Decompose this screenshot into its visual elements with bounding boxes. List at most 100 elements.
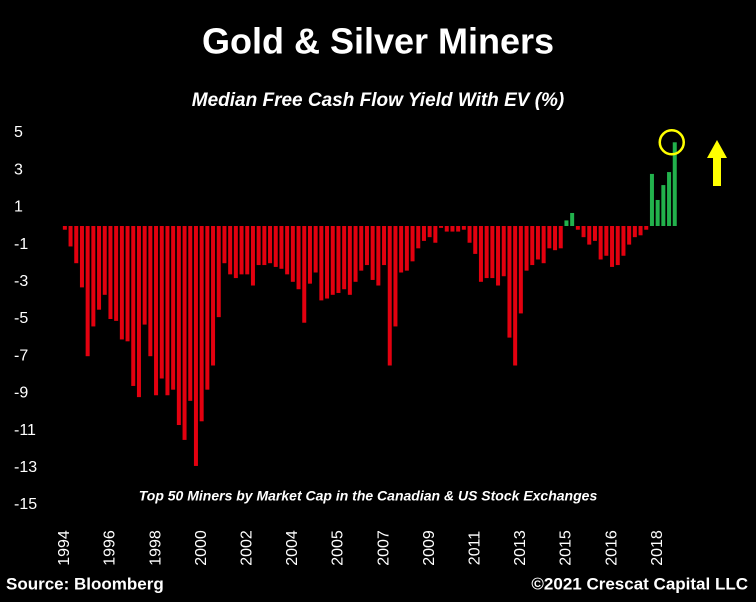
chart-subtitle: Median Free Cash Flow Yield With EV (%) <box>192 90 565 111</box>
bar <box>131 226 136 386</box>
x-tick-label: 2018 <box>649 530 666 566</box>
bar <box>188 226 193 401</box>
bar <box>467 226 472 243</box>
bar <box>114 226 119 321</box>
bar <box>592 226 597 241</box>
x-tick-label: 1998 <box>147 530 164 566</box>
y-tick-label: 1 <box>14 199 23 216</box>
bar <box>478 226 483 282</box>
bar <box>159 226 164 379</box>
bar <box>433 226 438 243</box>
bar <box>222 226 227 264</box>
bar <box>638 226 643 236</box>
bar <box>199 226 204 422</box>
bar <box>513 226 518 366</box>
bar <box>410 226 415 262</box>
bar <box>273 226 278 267</box>
bar <box>171 226 176 390</box>
bar <box>125 226 130 342</box>
y-tick-label: -9 <box>14 385 28 402</box>
bar <box>285 226 290 275</box>
bar <box>404 226 409 271</box>
bar <box>330 226 335 295</box>
bar <box>393 226 398 327</box>
bar <box>262 226 267 266</box>
bar <box>672 142 677 226</box>
bar <box>245 226 250 275</box>
bar <box>496 226 501 286</box>
bar <box>307 226 312 284</box>
bar <box>97 226 102 310</box>
bar <box>530 226 535 266</box>
bar <box>193 226 198 466</box>
bar <box>154 226 159 396</box>
bar <box>342 226 347 290</box>
bar <box>239 226 244 275</box>
y-tick-label: -15 <box>14 496 37 513</box>
bar <box>256 226 261 266</box>
bar <box>364 226 369 266</box>
bar <box>655 199 660 226</box>
bar <box>85 226 90 357</box>
bar <box>211 226 216 366</box>
bar <box>439 226 444 228</box>
bar <box>581 226 586 238</box>
bar <box>91 226 96 327</box>
bar <box>79 226 84 288</box>
bar <box>176 226 181 426</box>
bar <box>102 226 107 295</box>
bar <box>296 226 301 290</box>
bar <box>319 226 324 301</box>
bar <box>644 226 649 230</box>
bar <box>68 226 73 247</box>
x-tick-label: 1994 <box>56 530 73 566</box>
bar <box>632 226 637 238</box>
bar <box>461 226 466 230</box>
bar <box>336 226 341 293</box>
bar <box>518 226 523 314</box>
bar <box>570 212 575 226</box>
y-tick-label: -7 <box>14 347 28 364</box>
bar <box>136 226 141 398</box>
bar <box>250 226 255 286</box>
bar <box>359 226 364 271</box>
bar <box>473 226 478 254</box>
x-tick-label: 2007 <box>375 530 392 566</box>
bar <box>233 226 238 279</box>
y-tick-label: 3 <box>14 161 23 178</box>
x-tick-label: 2005 <box>330 530 347 566</box>
x-tick-label: 2000 <box>193 530 210 566</box>
bar <box>347 226 352 295</box>
source: Source: Bloomberg <box>6 574 164 593</box>
bar <box>370 226 375 280</box>
bar <box>313 226 318 273</box>
bar <box>387 226 392 366</box>
bar <box>575 226 580 230</box>
bar <box>279 226 284 269</box>
bar <box>376 226 381 286</box>
y-tick-label: -5 <box>14 310 28 327</box>
bar <box>290 226 295 282</box>
bar <box>427 226 432 238</box>
y-tick-label: -13 <box>14 459 37 476</box>
bar <box>541 226 546 264</box>
bar <box>547 226 552 249</box>
bar <box>507 226 512 338</box>
bar <box>119 226 124 340</box>
x-tick-label: 2016 <box>603 530 620 566</box>
up-arrow <box>707 140 727 186</box>
bar <box>382 226 387 266</box>
bar <box>148 226 153 357</box>
bar <box>325 226 330 299</box>
bar <box>74 226 79 264</box>
bar <box>564 220 569 226</box>
bar <box>353 226 358 282</box>
bar <box>268 226 273 264</box>
bar <box>627 226 632 245</box>
y-tick-label: 5 <box>14 124 23 141</box>
y-tick-label: -11 <box>14 422 36 439</box>
x-tick-label: 2015 <box>558 530 575 566</box>
bar <box>142 226 147 325</box>
